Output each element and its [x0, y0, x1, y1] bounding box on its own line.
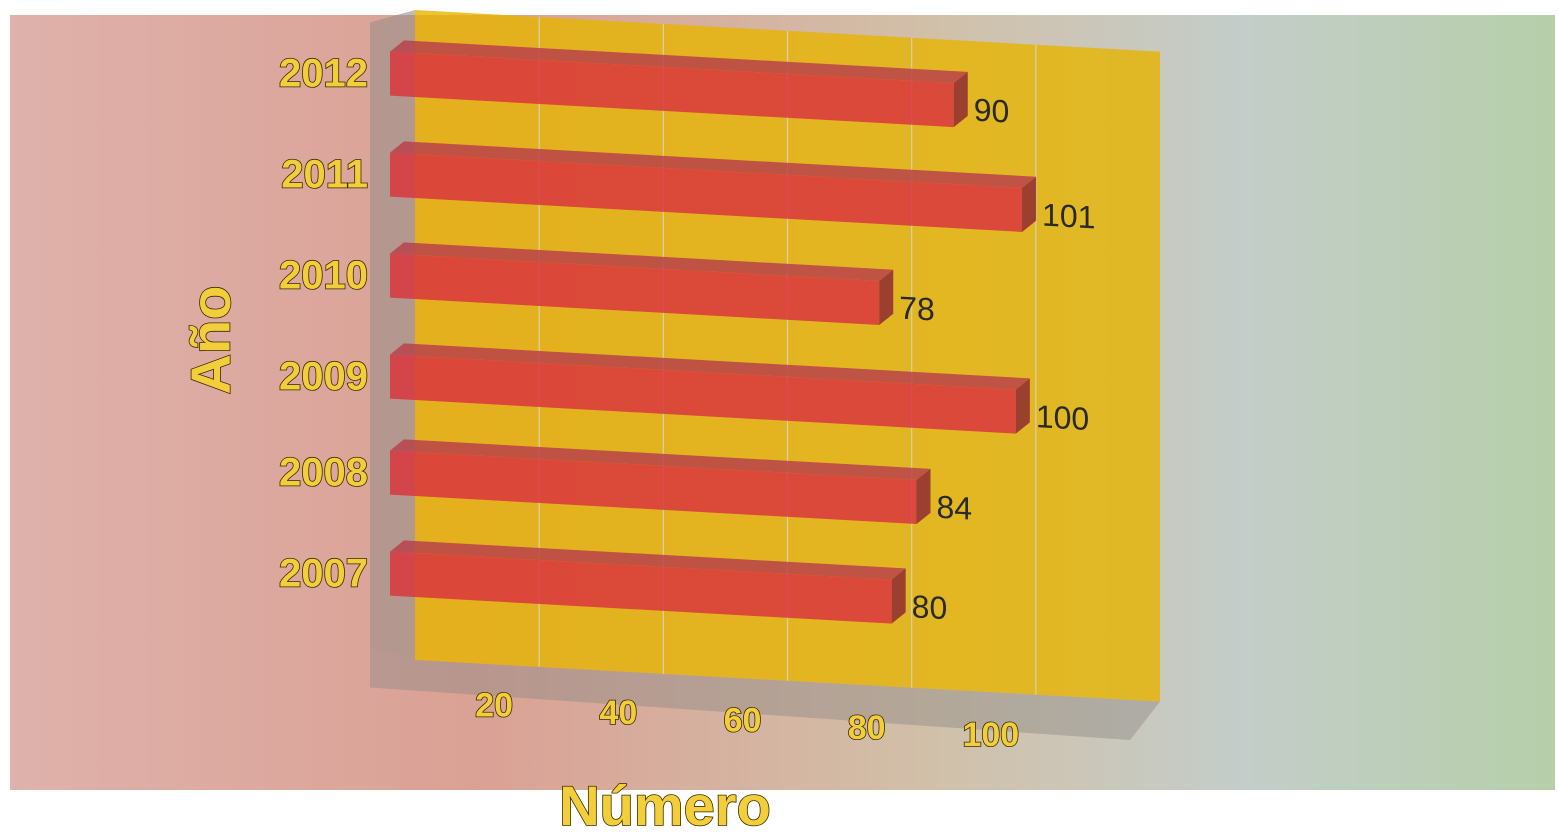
bar-top	[390, 540, 906, 580]
x-tick-label: 40	[599, 694, 637, 732]
y-tick-label: 2007	[279, 552, 368, 596]
bar-end	[879, 269, 894, 325]
bar	[390, 354, 1016, 434]
bar-top	[390, 40, 968, 84]
x-tick-label: 100	[962, 716, 1019, 754]
bar-top	[390, 141, 1037, 188]
bar-end	[916, 468, 931, 525]
bar-top	[390, 343, 1030, 390]
floor	[370, 647, 1160, 740]
bar-top	[390, 439, 931, 481]
bar-group	[390, 141, 1037, 232]
bar	[390, 253, 880, 325]
bar-group	[390, 439, 931, 525]
y-tick-label: 2010	[279, 254, 368, 298]
value-label: 84	[937, 489, 973, 527]
value-label: 101	[1042, 197, 1095, 236]
value-label: 80	[912, 588, 948, 626]
bar-end	[1022, 176, 1037, 232]
value-label: 100	[1036, 398, 1089, 437]
bar-group	[390, 242, 894, 325]
plot-area: 90 101 78 100 84 80	[370, 10, 1160, 740]
bar-end	[1015, 378, 1030, 434]
bar	[390, 450, 917, 525]
x-tick-label: 20	[475, 686, 513, 724]
bar-group	[390, 343, 1030, 434]
x-tick-label: 80	[848, 709, 886, 747]
value-label: 90	[974, 92, 1010, 130]
bar-group	[390, 40, 968, 128]
x-tick-label: 60	[724, 701, 762, 739]
y-tick-label: 2011	[281, 153, 368, 197]
bar-end	[953, 71, 968, 128]
x-axis-title: Número	[559, 774, 771, 837]
y-axis-title: Año	[179, 286, 242, 395]
bar	[390, 51, 954, 128]
value-label: 78	[899, 290, 935, 328]
bar-group	[390, 540, 906, 624]
bar	[390, 152, 1023, 232]
bar-top	[390, 242, 894, 281]
y-tick-label: 2009	[279, 355, 368, 399]
y-tick-label: 2008	[279, 451, 368, 495]
bar-end	[891, 568, 906, 624]
bar	[390, 551, 892, 624]
y-tick-label: 2012	[279, 52, 368, 96]
